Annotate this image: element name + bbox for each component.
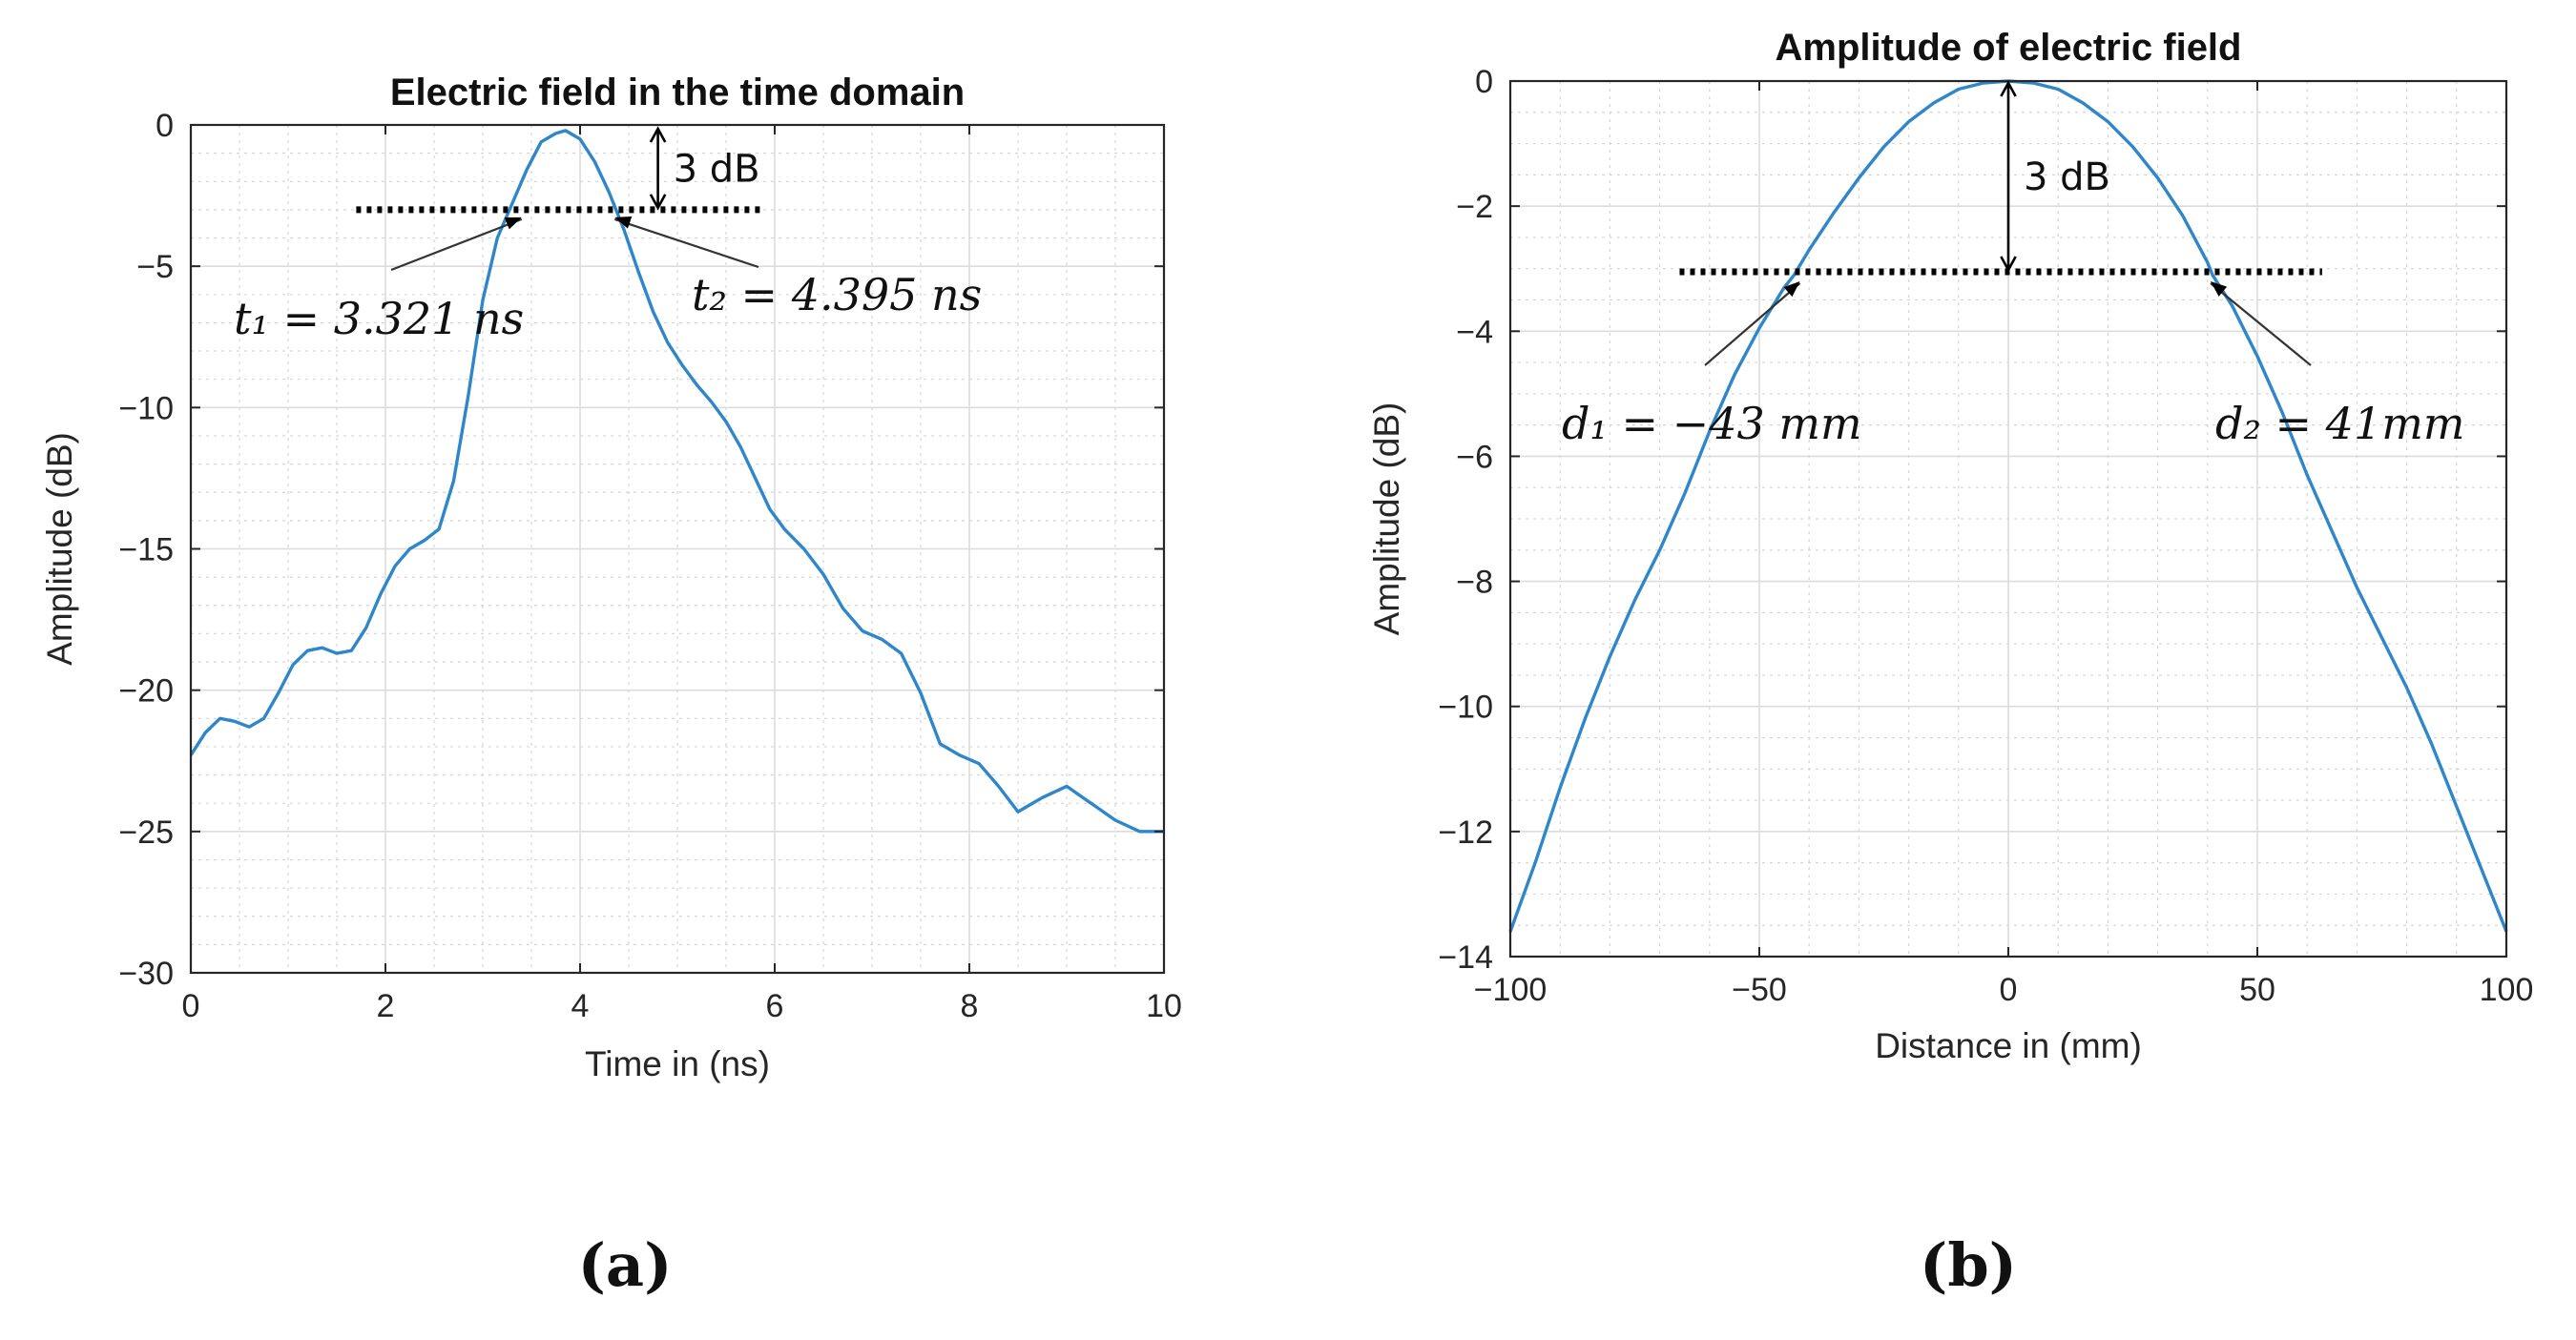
amplitude-distance-x-tick-label: −50 — [1732, 972, 1787, 1008]
time-domain-x-label: Time in (ns) — [585, 1044, 770, 1083]
amplitude-distance-y-tick-label: −4 — [1456, 314, 1493, 350]
d1-label: d₁ = −43 mm — [1562, 398, 1862, 449]
d2-label: d₂ = 41mm — [2215, 398, 2464, 449]
d1-pointer-line — [1704, 282, 1801, 366]
amplitude-distance-y-tick-label: 0 — [1475, 64, 1493, 100]
time-domain-y-tick-label: −30 — [118, 956, 174, 992]
time-domain-x-tick-label: 2 — [377, 988, 395, 1024]
time-domain-y-tick-label: −10 — [118, 390, 174, 426]
time-domain-y-tick-label: −20 — [118, 673, 174, 710]
amplitude-distance-x-tick-label: 50 — [2239, 972, 2275, 1008]
amplitude-distance-y-tick-label: −8 — [1456, 565, 1493, 601]
time-domain-3db-arrow-top-head — [649, 126, 667, 143]
panel-label-b: (b) — [1920, 1230, 2017, 1300]
amplitude-distance-3db-arrow-bottom-head — [2000, 256, 2017, 273]
time-domain-y-tick-label: −15 — [118, 532, 174, 568]
amplitude-distance-y-tick-label: −2 — [1456, 189, 1493, 225]
time-domain-x-tick-label: 0 — [182, 988, 200, 1024]
amplitude-distance-annotations: 3 dB d₁ = −43 mm d₂ = 41mm — [1562, 80, 2464, 449]
time-domain-curve — [189, 129, 1164, 834]
time-domain-annotations: 3 dB t₁ = 3.321 ns t₂ = 4.395 ns — [234, 126, 982, 344]
time-domain-x-tick-label: 6 — [766, 988, 784, 1024]
amplitude-distance-x-tick-label: −100 — [1474, 972, 1548, 1008]
amplitude-distance-3db-arrow-top-head — [2000, 80, 2017, 97]
amplitude-distance-x-label: Distance in (mm) — [1875, 1026, 2142, 1065]
amplitude-distance-y-tick-label: −12 — [1438, 814, 1493, 851]
t2-label: t₂ = 4.395 ns — [692, 269, 982, 320]
d2-pointer-line — [2210, 282, 2312, 366]
amplitude-distance-x-tick-label: 100 — [2480, 972, 2534, 1008]
amplitude-distance-ticks: −100 −50 0 50 100 0 −2 −4 −6 −8 −10 −12 −14 — [1438, 64, 2533, 1008]
d1-pointer-head — [1783, 280, 1800, 298]
time-domain-y-tick-label: 0 — [156, 108, 174, 144]
amplitude-distance-chart: −100 −50 0 50 100 0 −2 −4 −6 −8 −10 −12 −14 3 dB d₁ =… — [1367, 27, 2533, 1300]
t2-pointer-line — [613, 217, 759, 269]
amplitude-distance-y-label: Amplitude (dB) — [1367, 402, 1406, 636]
time-domain-x-tick-label: 8 — [961, 988, 979, 1024]
time-domain-title: Electric field in the time domain — [390, 72, 965, 113]
time-domain-x-tick-label: 4 — [571, 988, 590, 1024]
amplitude-distance-x-tick-label: 0 — [2000, 972, 2018, 1008]
time-domain-chart: 0 2 4 6 8 10 0 −5 −10 −15 −20 −25 −30 3 dB t₁ = 3.321… — [40, 72, 1182, 1300]
amplitude-distance-y-tick-label: −10 — [1438, 690, 1493, 726]
t2-pointer-head — [614, 216, 633, 229]
amplitude-distance-title: Amplitude of electric field — [1776, 27, 2242, 69]
panel-label-a: (a) — [578, 1230, 673, 1300]
time-domain-y-tick-label: −5 — [136, 249, 174, 285]
time-domain-ticks: 0 2 4 6 8 10 0 −5 −10 −15 −20 −25 −30 — [118, 108, 1182, 1024]
amplitude-distance-y-tick-label: −14 — [1438, 939, 1493, 976]
time-domain-grid — [191, 125, 1164, 973]
time-domain-y-label: Amplitude (dB) — [40, 432, 79, 666]
t1-pointer-head — [504, 216, 522, 230]
time-domain-3db-arrow-bottom-head — [649, 194, 667, 211]
d2-pointer-head — [2211, 280, 2228, 297]
time-domain-3db-label: 3 dB — [674, 147, 760, 191]
time-domain-x-tick-label: 10 — [1146, 988, 1182, 1024]
amplitude-distance-y-tick-label: −6 — [1456, 439, 1493, 475]
amplitude-distance-3db-label: 3 dB — [2024, 155, 2110, 199]
t1-pointer-line — [390, 217, 523, 272]
time-domain-y-tick-label: −25 — [118, 814, 174, 851]
t1-label: t₁ = 3.321 ns — [234, 293, 524, 344]
